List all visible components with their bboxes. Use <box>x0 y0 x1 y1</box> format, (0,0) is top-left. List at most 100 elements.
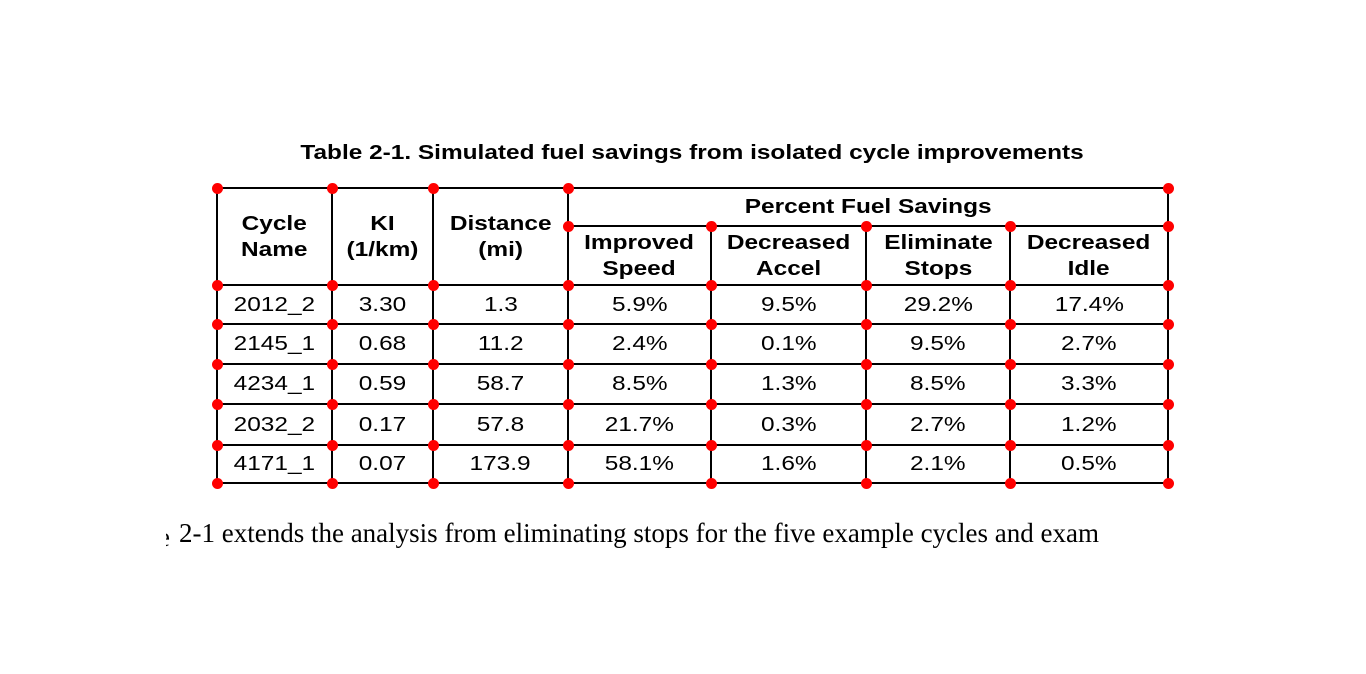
cell-ki: 0.68 <box>331 323 434 365</box>
header-row-sub: Improved Speed Decreased Accel Eliminate… <box>217 225 1170 286</box>
grid-marker-dot <box>1162 477 1174 489</box>
cell-value: 2032_2 <box>233 413 316 436</box>
cell-ki: 0.17 <box>331 403 434 446</box>
cell-value: 3.30 <box>358 293 407 316</box>
cell-cycle-name: 2032_2 <box>216 403 333 446</box>
grid-marker-dot <box>562 439 574 451</box>
cell-ki: 3.30 <box>331 284 434 325</box>
cell-value: 8.5% <box>910 373 966 395</box>
grid-marker-dot <box>705 318 717 330</box>
grid-marker-dot <box>326 182 338 194</box>
cell-decreased-idle: 1.2% <box>1008 403 1170 446</box>
grid-marker-dot <box>1162 358 1174 370</box>
grid-marker-dot <box>860 318 872 330</box>
cell-eliminate-stops: 9.5% <box>865 323 1011 365</box>
cell-eliminate-stops: 2.7% <box>865 403 1011 446</box>
sub-header-eliminate-stops-label: Eliminate Stops <box>883 231 993 280</box>
grid-marker-dot <box>427 182 439 194</box>
sub-header-improved-speed-label: Improved Speed <box>584 231 695 280</box>
grid-marker-dot <box>427 318 439 330</box>
table-caption: Table 2-1. Simulated fuel savings from i… <box>217 141 1168 165</box>
cell-value: 0.07 <box>358 453 407 475</box>
grid-marker-dot <box>427 279 439 291</box>
cell-distance: 58.7 <box>432 363 569 405</box>
cell-value: 1.6% <box>760 453 817 475</box>
grid-marker-dot <box>860 279 872 291</box>
grid-marker-dot <box>326 279 338 291</box>
sub-header-decreased-accel-label: Decreased Accel <box>726 231 851 280</box>
grid-marker-dot <box>1004 398 1016 410</box>
cell-decreased-accel: 0.1% <box>710 323 867 365</box>
cell-value: 58.1% <box>604 453 675 475</box>
cell-value: 9.5% <box>910 333 966 355</box>
grid-marker-dot <box>1162 398 1174 410</box>
cell-value: 2.4% <box>611 333 668 355</box>
cell-value: 2.7% <box>1061 333 1117 355</box>
cell-distance: 11.2 <box>432 323 569 365</box>
cell-value: 3.3% <box>1061 373 1117 395</box>
grid-marker-dot <box>1162 318 1174 330</box>
col-header-cycle-name: Cycle Name <box>216 187 333 286</box>
grid-marker-dot <box>427 439 439 451</box>
col-header-ki-label: KI (1/km) <box>346 212 419 261</box>
cell-eliminate-stops: 8.5% <box>865 363 1011 405</box>
cell-cycle-name: 4234_1 <box>216 363 333 405</box>
grid-marker-dot <box>860 220 872 232</box>
grid-marker-dot <box>211 439 223 451</box>
col-header-distance: Distance (mi) <box>432 187 569 286</box>
cell-value: 8.5% <box>611 373 668 395</box>
body-text-line: 2-1 extends the analysis from eliminatin… <box>179 518 1099 548</box>
grid-marker-dot <box>705 398 717 410</box>
grid-marker-dot <box>705 358 717 370</box>
grid-marker-dot <box>1162 279 1174 291</box>
cell-value: 0.3% <box>760 413 817 436</box>
cell-value: 0.68 <box>358 333 407 355</box>
cell-decreased-accel: 1.3% <box>710 363 867 405</box>
cell-decreased-idle: 0.5% <box>1008 444 1170 484</box>
cell-improved-speed: 5.9% <box>567 284 712 325</box>
cell-value: 0.1% <box>760 333 817 355</box>
grid-marker-dot <box>427 358 439 370</box>
cell-value: 17.4% <box>1054 293 1124 316</box>
header-row-top: Cycle Name KI (1/km) Distance (mi) Perce… <box>216 187 1170 286</box>
cell-value: 1.2% <box>1061 413 1117 436</box>
grid-marker-dot <box>211 318 223 330</box>
grid-marker-dot <box>705 477 717 489</box>
grid-marker-dot <box>562 318 574 330</box>
table-row: 2012_2 3.30 1.3 5.9% 9.5% 29.2% 17.4% <box>216 284 1170 325</box>
grid-marker-dot <box>562 279 574 291</box>
table-row: 4171_1 0.07 173.9 58.1% 1.6% 2.1% 0.5% <box>216 444 1170 484</box>
grid-marker-dot <box>705 439 717 451</box>
grid-marker-dot <box>1004 279 1016 291</box>
grid-marker-dot <box>326 318 338 330</box>
cell-value: 1.3 <box>483 293 518 316</box>
grid-marker-dot <box>326 439 338 451</box>
cell-improved-speed: 58.1% <box>567 444 712 484</box>
cell-decreased-idle: 3.3% <box>1008 363 1170 405</box>
cell-value: 58.7 <box>476 373 525 395</box>
cell-improved-speed: 8.5% <box>567 363 712 405</box>
cell-value: 2145_1 <box>233 333 316 355</box>
body-paragraph: e 2-1 extends the analysis from eliminati… <box>166 516 1099 550</box>
cell-decreased-idle: 2.7% <box>1008 323 1170 365</box>
cell-eliminate-stops: 2.1% <box>865 444 1011 484</box>
cell-value: 0.17 <box>358 413 407 436</box>
grid-marker-dot <box>1162 220 1174 232</box>
cell-improved-speed: 2.4% <box>567 323 712 365</box>
grid-marker-dot <box>1004 358 1016 370</box>
cell-value: 4234_1 <box>233 373 316 395</box>
cell-decreased-accel: 1.6% <box>710 444 867 484</box>
grid-marker-dot <box>860 439 872 451</box>
clipped-letter-fragment: e <box>166 520 171 548</box>
grid-marker-dot <box>326 358 338 370</box>
cell-value: 5.9% <box>611 293 668 316</box>
clipped-letter: e <box>166 520 170 548</box>
cell-decreased-accel: 9.5% <box>710 284 867 325</box>
cell-value: 0.59 <box>358 373 407 395</box>
grid-marker-dot <box>211 477 223 489</box>
grid-marker-dot <box>211 398 223 410</box>
cell-value: 2.1% <box>910 453 966 475</box>
cell-value: 57.8 <box>476 413 525 436</box>
grid-marker-dot <box>562 220 574 232</box>
